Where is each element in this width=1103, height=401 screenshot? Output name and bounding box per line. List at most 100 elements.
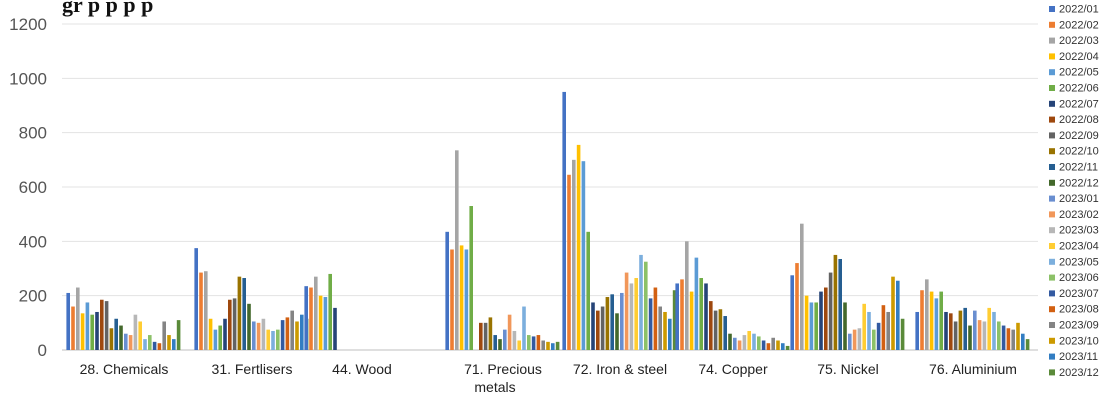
- legend-swatch: [1049, 243, 1055, 249]
- bar: [672, 290, 677, 350]
- legend-label: 2023/08: [1059, 304, 1099, 316]
- legend-item: 2022/03: [1049, 35, 1099, 47]
- y-axis: 0 200 400 600 800 1000 1200: [9, 15, 47, 360]
- legend-item: 2023/08: [1049, 304, 1099, 316]
- legend-label: 2023/03: [1059, 225, 1099, 237]
- bar: [536, 335, 541, 350]
- bar: [493, 335, 497, 350]
- bar: [781, 343, 785, 350]
- legend-item: 2023/09: [1049, 320, 1099, 332]
- bar: [728, 333, 732, 350]
- legend-label: 2022/09: [1059, 130, 1099, 142]
- bar: [572, 159, 576, 350]
- bar: [939, 291, 943, 350]
- bar: [133, 314, 138, 350]
- legend-item: 2023/04: [1049, 241, 1099, 253]
- legend-item: 2023/12: [1049, 367, 1099, 379]
- bar: [644, 261, 648, 350]
- bar: [285, 317, 290, 350]
- bar: [199, 272, 203, 350]
- y-tick-label: 800: [19, 124, 47, 143]
- title-layer: gr p p p p: [62, 0, 153, 17]
- bar: [857, 328, 862, 350]
- legend-swatch: [1049, 164, 1055, 170]
- legend-label: 2022/10: [1059, 146, 1099, 158]
- legend-item: 2023/01: [1049, 193, 1099, 205]
- bar: [247, 303, 251, 350]
- bar: [852, 329, 857, 351]
- bar-group: [445, 150, 560, 351]
- bar: [167, 335, 171, 350]
- bar: [498, 339, 502, 350]
- legend-swatch: [1049, 85, 1055, 91]
- legend-swatch: [1049, 227, 1055, 234]
- legend-swatch: [1049, 37, 1055, 44]
- bar: [838, 258, 842, 350]
- bar: [833, 254, 838, 350]
- bar: [522, 306, 526, 350]
- legend-item: 2023/02: [1049, 209, 1099, 221]
- bar: [675, 283, 679, 350]
- legend-item: 2023/05: [1049, 256, 1099, 268]
- legend-item: 2022/07: [1049, 98, 1099, 110]
- bar: [709, 301, 713, 350]
- bar: [76, 287, 80, 350]
- x-category-label: 44. Wood: [332, 361, 392, 377]
- grid-layer: [62, 23, 1038, 351]
- bar: [872, 329, 876, 351]
- bar: [694, 257, 699, 350]
- bar-group: [915, 279, 1030, 351]
- bar: [218, 325, 222, 350]
- x-category-label: 28. Chemicals: [80, 361, 169, 377]
- bar: [242, 278, 246, 350]
- legend-label: 2023/07: [1059, 288, 1099, 300]
- bar: [100, 299, 104, 350]
- bar: [304, 286, 308, 350]
- bar: [648, 298, 653, 350]
- bar: [479, 322, 483, 350]
- bar: [1016, 322, 1020, 350]
- legend-swatch: [1049, 211, 1055, 218]
- legend-label: 2023/05: [1059, 256, 1099, 268]
- legend-label: 2022/07: [1059, 98, 1099, 110]
- bar: [333, 307, 337, 350]
- bar: [256, 322, 261, 350]
- bar: [483, 322, 488, 350]
- legend-swatch: [1049, 353, 1055, 360]
- y-tick-label: 0: [38, 341, 47, 360]
- bar: [699, 278, 703, 350]
- legend-item: 2023/03: [1049, 225, 1099, 237]
- bar: [228, 299, 232, 350]
- bar: [80, 313, 85, 350]
- bar: [668, 318, 672, 350]
- bar: [295, 321, 299, 350]
- bar: [276, 329, 280, 351]
- bar: [85, 302, 90, 350]
- bar: [114, 318, 118, 350]
- legend-swatch: [1049, 148, 1055, 155]
- bar: [176, 320, 181, 350]
- bar: [517, 340, 521, 350]
- bar: [323, 297, 328, 350]
- bar: [934, 298, 939, 350]
- bar: [804, 295, 809, 350]
- bar: [581, 161, 586, 350]
- bar: [232, 298, 237, 350]
- legend-label: 2023/02: [1059, 209, 1099, 221]
- bar: [723, 316, 727, 350]
- legend-swatch: [1049, 179, 1055, 186]
- bar: [314, 276, 318, 350]
- bar: [949, 313, 953, 350]
- bar: [459, 245, 464, 350]
- bar: [213, 329, 218, 351]
- legend-label: 2023/04: [1059, 241, 1099, 253]
- y-tick-label: 400: [19, 232, 47, 251]
- legend-item: 2022/12: [1049, 177, 1099, 189]
- y-tick-label: 600: [19, 178, 47, 197]
- bar-group: [562, 91, 677, 351]
- legend-item: 2022/10: [1049, 146, 1099, 158]
- legend-swatch: [1049, 21, 1055, 28]
- bar: [814, 302, 818, 350]
- legend-item: 2022/02: [1049, 19, 1099, 31]
- bar-group: [194, 248, 309, 351]
